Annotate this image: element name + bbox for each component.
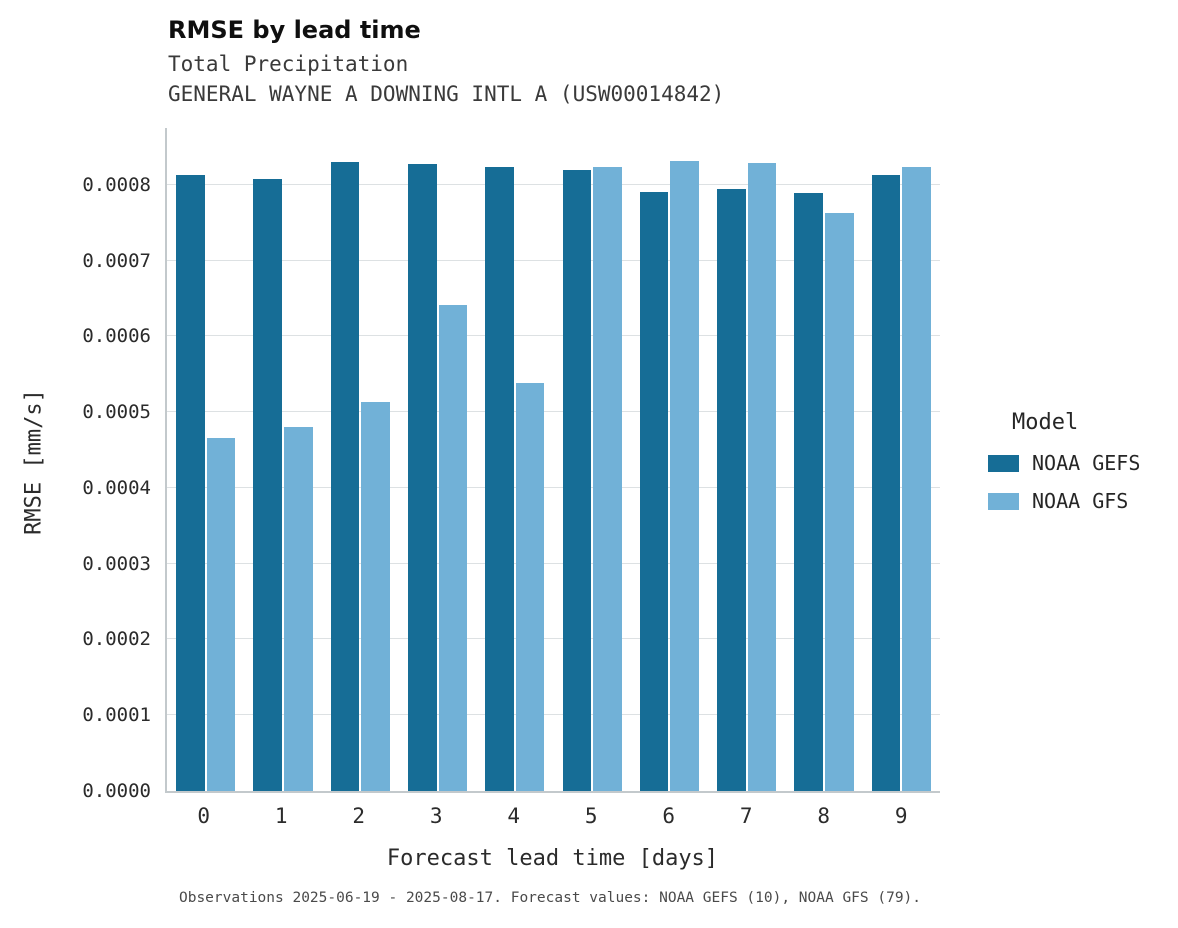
bar-group-day-7 — [708, 128, 785, 791]
bar-noaa-gefs-day-6 — [639, 191, 669, 791]
bar-noaa-gefs-day-0 — [176, 174, 205, 791]
bar-noaa-gfs-day-2 — [361, 402, 390, 791]
bar-noaa-gfs-day-8 — [825, 212, 854, 791]
x-axis-label: Forecast lead time [days] — [386, 846, 719, 871]
gridline — [167, 562, 940, 564]
gridline — [167, 411, 940, 413]
bar-group-day-8 — [785, 128, 862, 791]
legend: Model NOAA GEFS NOAA GFS — [988, 410, 1140, 527]
x-tick-label: 3 — [429, 804, 443, 828]
y-tick-label: 0.0008 — [82, 173, 151, 196]
chart-title: RMSE by lead time — [168, 16, 421, 44]
bar-group-day-1 — [244, 128, 321, 791]
bar-group-day-4 — [476, 128, 553, 791]
x-tick-label: 5 — [584, 804, 598, 828]
x-tick-label: 7 — [739, 804, 753, 828]
gridline — [167, 335, 940, 337]
y-tick-label: 0.0007 — [82, 249, 151, 272]
bar-noaa-gfs-day-0 — [206, 437, 236, 791]
chart-subtitle-variable: Total Precipitation — [168, 52, 409, 76]
y-tick-label: 0.0001 — [82, 704, 151, 727]
x-ticks: 0 1 2 3 4 5 6 7 8 9 — [165, 804, 940, 828]
legend-title: Model — [1012, 410, 1079, 435]
y-tick-label: 0.0002 — [82, 628, 151, 651]
x-tick-label: 4 — [507, 804, 521, 828]
legend-swatch-noaa-gfs — [988, 492, 1019, 510]
plot-area: 0.0000 0.0001 0.0002 0.0003 0.0004 0.0005 0.00… — [82, 128, 940, 802]
y-tick-label: 0.0004 — [82, 476, 151, 499]
bar-noaa-gefs-day-9 — [871, 174, 901, 791]
bar-noaa-gefs-day-2 — [330, 162, 360, 791]
bar-noaa-gefs-day-1 — [253, 178, 282, 791]
y-tick-label: 0.0005 — [82, 401, 151, 424]
bar-noaa-gfs-day-9 — [902, 166, 931, 791]
gridline — [167, 183, 940, 185]
gridline — [167, 259, 940, 261]
x-tick-label: 1 — [274, 804, 288, 828]
bar-noaa-gefs-day-3 — [407, 163, 437, 791]
x-tick-label: 6 — [662, 804, 676, 828]
bar-noaa-gfs-day-1 — [283, 426, 313, 791]
gridline — [167, 638, 940, 640]
chart-subtitle-station: GENERAL WAYNE A DOWNING INTL A (USW00014… — [168, 82, 725, 106]
y-tick-label: 0.0000 — [82, 780, 151, 802]
gridline — [167, 714, 940, 716]
bar-group-day-2 — [322, 128, 399, 791]
y-tick-label: 0.0006 — [82, 325, 151, 348]
bar-noaa-gfs-day-3 — [438, 305, 468, 791]
legend-item-noaa-gefs: NOAA GEFS — [988, 451, 1140, 475]
y-tick-label: 0.0003 — [82, 552, 151, 575]
bar-noaa-gfs-day-7 — [747, 162, 777, 791]
legend-swatch-noaa-gefs — [988, 454, 1019, 472]
bar-noaa-gfs-day-6 — [670, 160, 700, 791]
legend-item-noaa-gfs: NOAA GFS — [988, 489, 1140, 513]
bar-noaa-gefs-day-5 — [562, 169, 592, 791]
bar-noaa-gfs-day-4 — [515, 382, 545, 791]
legend-label-noaa-gfs: NOAA GFS — [1032, 489, 1129, 513]
gridlines: 0.0000 0.0001 0.0002 0.0003 0.0004 0.0005 0.00… — [82, 128, 940, 802]
bar-group-day-3 — [399, 128, 476, 791]
x-tick-label: 2 — [352, 804, 366, 828]
footer-caption: Observations 2025-06-19 - 2025-08-17. Fo… — [178, 890, 922, 906]
gridline — [167, 486, 940, 488]
bar-group-day-0 — [167, 128, 244, 791]
bar-noaa-gfs-day-5 — [593, 167, 622, 791]
bar-group-day-5 — [553, 128, 630, 791]
y-axis-label: RMSE [mm/s] — [21, 389, 47, 535]
bar-group-day-9 — [863, 128, 940, 791]
x-tick-label: 9 — [894, 804, 908, 828]
x-tick-label: 8 — [817, 804, 831, 828]
bar-noaa-gefs-day-7 — [717, 188, 746, 791]
x-tick-label: 0 — [197, 804, 211, 828]
legend-label-noaa-gefs: NOAA GEFS — [1032, 451, 1141, 475]
bar-group-day-6 — [631, 128, 708, 791]
bar-noaa-gefs-day-8 — [794, 193, 824, 791]
bar-noaa-gefs-day-4 — [485, 167, 514, 791]
bars — [167, 128, 940, 791]
